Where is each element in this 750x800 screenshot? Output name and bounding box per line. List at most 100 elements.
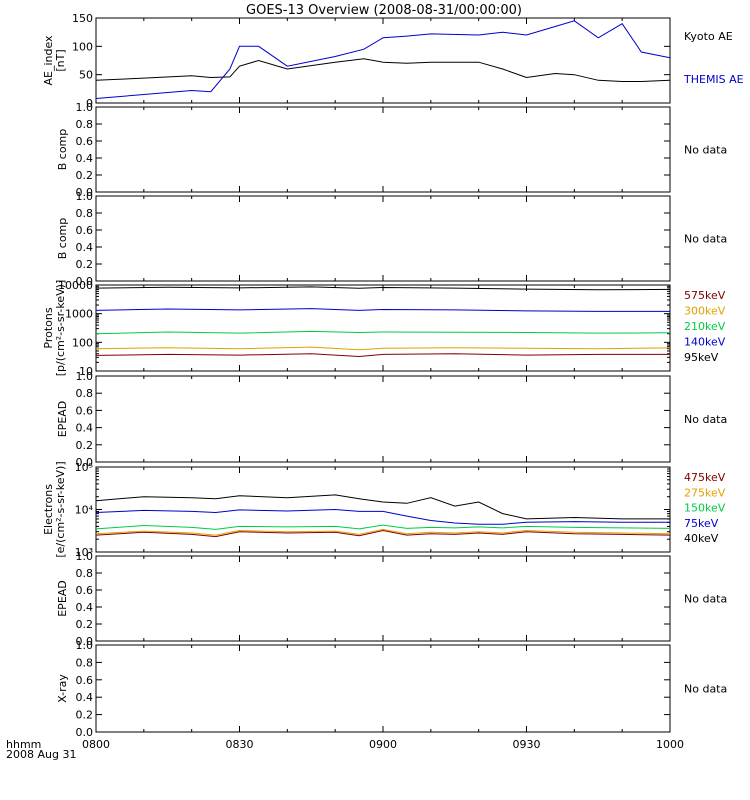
y-tick-label: 0.2: [76, 709, 94, 722]
y-axis-label: B comp: [56, 218, 69, 260]
y-tick-label: 0.0: [76, 456, 94, 469]
y-tick-label: 100: [72, 336, 93, 349]
legend-label: 95keV: [684, 351, 719, 364]
y-tick-label: 0.8: [76, 567, 94, 580]
legend-label: 40keV: [684, 532, 719, 545]
series-line: [95, 508, 670, 525]
x-tick-label: 0800: [82, 738, 110, 751]
y-tick-label: 1.0: [76, 101, 94, 114]
legend-label: 575keV: [684, 289, 726, 302]
y-tick-label: 50: [79, 69, 93, 82]
y-tick-label: 0.6: [76, 224, 94, 237]
y-axis-unit-label: [p/(cm²-s-sr-keV)]: [54, 280, 67, 377]
legend-label: 475keV: [684, 471, 726, 484]
series-line: [95, 58, 671, 82]
y-tick-label: 100: [72, 40, 93, 53]
series-line: [95, 353, 670, 358]
y-axis-label: Protons: [42, 307, 55, 348]
legend-label: 210keV: [684, 320, 726, 333]
y-tick-label: 0.4: [76, 152, 94, 165]
chart-panel: 0.0 0.2 0.4 0.6 0.8 1.0 EPEAD No data: [56, 370, 727, 469]
y-tick-label: 0: [86, 97, 93, 110]
y-tick-label: 0.4: [76, 691, 94, 704]
y-tick-label: 0.8: [76, 118, 94, 131]
series-line: [95, 529, 671, 538]
series-line: [95, 524, 671, 530]
legend-label: Kyoto AE: [684, 30, 733, 43]
series-line: [95, 286, 671, 291]
y-tick-label: 0.8: [76, 207, 94, 220]
y-tick-label: 0.4: [76, 241, 94, 254]
chart-panel: 10 100 1000 10000 Protons [p/(cm²-s-sr-keV)] 5…: [42, 279, 726, 378]
y-tick-label: 0.0: [76, 635, 94, 648]
y-tick-label: 10³: [75, 546, 93, 559]
time-axis-unit-label: hhmm: [6, 738, 41, 751]
legend-label: 150keV: [684, 502, 726, 515]
y-tick-label: 1.0: [76, 639, 94, 652]
y-axis-label: Electrons: [42, 484, 55, 535]
panel-frame: [95, 375, 671, 463]
no-data-label: No data: [684, 683, 727, 696]
x-tick-label: 0900: [369, 738, 397, 751]
y-tick-label: 0.4: [76, 601, 94, 614]
y-tick-label: 1.0: [76, 550, 94, 563]
no-data-label: No data: [684, 593, 727, 606]
legend-label: 300keV: [684, 305, 726, 318]
no-data-label: No data: [684, 413, 727, 426]
x-tick-label: 0830: [226, 738, 254, 751]
time-axis: 0800 0830 0900 0930 1000: [82, 738, 684, 751]
y-tick-label: 0.0: [76, 275, 94, 288]
y-tick-label: 1.0: [76, 370, 94, 383]
y-tick-label: 150: [72, 12, 93, 25]
y-tick-label: 1000: [65, 308, 93, 321]
y-tick-label: 1.0: [76, 190, 94, 203]
y-tick-label: 10: [79, 365, 93, 378]
x-tick-label: 1000: [656, 738, 684, 751]
legend-label: 75keV: [684, 517, 719, 530]
y-tick-label: 0.6: [76, 674, 94, 687]
y-axis-label: X-ray: [56, 674, 69, 703]
y-tick-label: 0.6: [76, 135, 94, 148]
series-line: [95, 346, 671, 351]
panel-frame: [95, 195, 671, 282]
panel-frame: [95, 17, 671, 104]
x-tick-label: 0930: [513, 738, 541, 751]
panel-frame: [95, 555, 671, 642]
y-axis-label: EPEAD: [56, 401, 69, 438]
y-tick-label: 0.2: [76, 169, 94, 182]
y-tick-label: 0.4: [76, 422, 94, 435]
y-axis-unit-label: [nT]: [54, 49, 67, 71]
chart-panel: 0.0 0.2 0.4 0.6 0.8 1.0 X-ray No data: [56, 639, 727, 739]
panel-frame: [95, 466, 671, 553]
legend-label: 140keV: [684, 336, 726, 349]
y-tick-label: 0.2: [76, 439, 94, 452]
chart-panel: 0.0 0.2 0.4 0.6 0.8 1.0 B comp No data: [56, 190, 727, 288]
y-axis-label: AE_index: [42, 35, 55, 86]
chart-panel: 10³ 10⁴ 10⁵ Electrons [e/(cm²-s-sr-keV)] 475k…: [42, 461, 726, 559]
chart-panel: 0 50 100 150 AE_index [nT] Kyoto AE THEMIS AE: [42, 12, 744, 110]
y-axis-unit-label: [e/(cm²-s-sr-keV)]: [54, 461, 67, 557]
y-tick-label: 0.0: [76, 186, 94, 199]
y-tick-label: 0.6: [76, 404, 94, 417]
y-tick-label: 10000: [58, 279, 93, 292]
y-axis-label: B comp: [56, 129, 69, 171]
no-data-label: No data: [684, 233, 727, 246]
y-tick-label: 0.8: [76, 387, 94, 400]
y-tick-label: 0.8: [76, 656, 94, 669]
panel-frame: [95, 644, 671, 733]
y-tick-label: 0.6: [76, 584, 94, 597]
chart-title: GOES-13 Overview (2008-08-31/00:00:00): [246, 3, 522, 18]
panel-frame: [95, 284, 671, 372]
panels: 0 50 100 150 AE_index [nT] Kyoto AE THEMIS AE 0.…: [42, 12, 744, 739]
legend-label: THEMIS AE: [683, 73, 744, 86]
no-data-label: No data: [684, 144, 727, 157]
series-line: [95, 330, 671, 335]
date-label: 2008 Aug 31: [6, 748, 76, 761]
y-tick-label: 0.2: [76, 258, 94, 271]
panel-frame: [95, 106, 671, 193]
series-line: [95, 494, 670, 520]
legend-label: 275keV: [684, 486, 726, 499]
y-tick-label: 0.2: [76, 618, 94, 631]
y-tick-label: 0.0: [76, 726, 94, 739]
